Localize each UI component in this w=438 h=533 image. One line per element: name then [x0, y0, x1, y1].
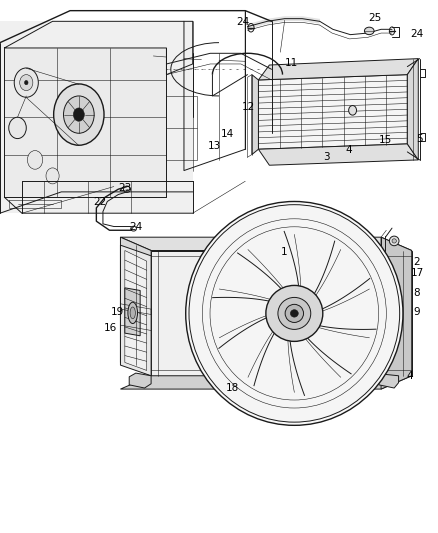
Ellipse shape — [46, 168, 59, 184]
Polygon shape — [125, 251, 147, 370]
Polygon shape — [258, 144, 418, 165]
Text: 16: 16 — [104, 323, 117, 333]
Text: 17: 17 — [410, 269, 424, 278]
Polygon shape — [120, 376, 412, 389]
Text: 24: 24 — [129, 222, 142, 232]
Text: 15: 15 — [379, 135, 392, 145]
Text: 24: 24 — [410, 29, 424, 39]
Ellipse shape — [189, 205, 399, 422]
Ellipse shape — [392, 239, 396, 243]
Text: 25: 25 — [368, 13, 381, 22]
Ellipse shape — [389, 236, 399, 246]
Ellipse shape — [349, 106, 357, 115]
Text: 11: 11 — [285, 58, 298, 68]
Text: 4: 4 — [406, 371, 413, 381]
Text: 13: 13 — [208, 141, 221, 150]
Polygon shape — [407, 59, 418, 160]
Polygon shape — [258, 75, 407, 149]
Polygon shape — [4, 48, 166, 197]
Text: 9: 9 — [413, 307, 420, 317]
Polygon shape — [379, 374, 399, 388]
Polygon shape — [0, 21, 193, 213]
Text: 23: 23 — [118, 183, 131, 193]
Polygon shape — [129, 373, 151, 388]
Text: 2: 2 — [413, 257, 420, 267]
Ellipse shape — [285, 304, 304, 322]
Polygon shape — [381, 237, 412, 389]
Ellipse shape — [266, 286, 323, 342]
Text: 8: 8 — [413, 288, 420, 298]
Ellipse shape — [128, 302, 138, 324]
Ellipse shape — [64, 96, 94, 133]
Polygon shape — [125, 288, 140, 336]
Ellipse shape — [290, 310, 298, 317]
Ellipse shape — [364, 27, 374, 35]
Text: 18: 18 — [226, 383, 239, 393]
Text: 22: 22 — [93, 197, 106, 207]
Polygon shape — [151, 251, 412, 376]
Ellipse shape — [53, 84, 104, 145]
Ellipse shape — [27, 151, 42, 169]
Text: 4: 4 — [345, 145, 352, 155]
Ellipse shape — [74, 108, 84, 122]
Polygon shape — [228, 374, 250, 389]
Text: 19: 19 — [111, 307, 124, 317]
Text: 12: 12 — [242, 102, 255, 111]
Text: 5: 5 — [416, 134, 423, 143]
Ellipse shape — [20, 75, 33, 91]
Polygon shape — [258, 59, 418, 80]
Ellipse shape — [25, 80, 28, 85]
Polygon shape — [120, 237, 151, 376]
Text: 3: 3 — [323, 152, 330, 161]
Polygon shape — [120, 245, 151, 376]
Ellipse shape — [278, 297, 311, 329]
Polygon shape — [120, 237, 412, 251]
Ellipse shape — [14, 68, 38, 98]
Text: 1: 1 — [280, 247, 287, 257]
Ellipse shape — [130, 307, 135, 319]
Text: 24: 24 — [237, 18, 250, 27]
Text: 14: 14 — [221, 130, 234, 139]
Ellipse shape — [186, 201, 403, 425]
Ellipse shape — [9, 117, 26, 139]
Polygon shape — [252, 75, 258, 155]
